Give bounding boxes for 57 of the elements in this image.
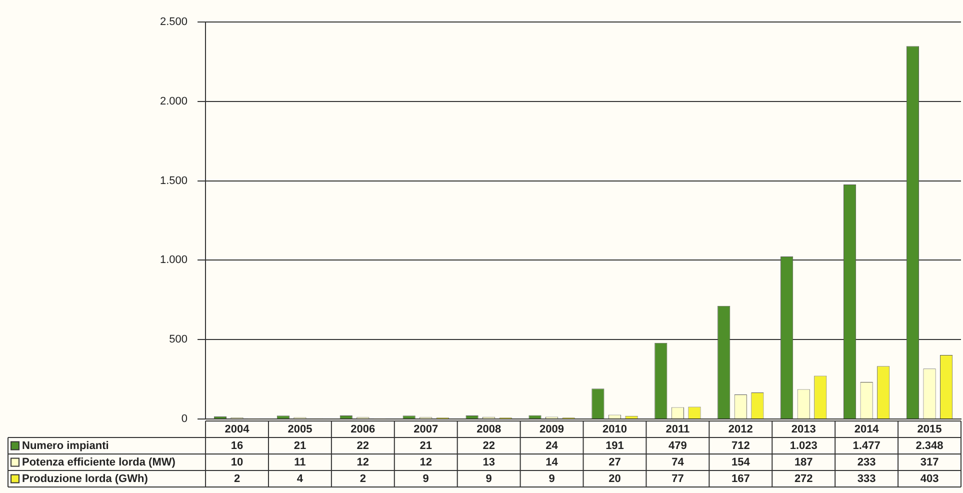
- data-label: 479: [668, 440, 687, 452]
- data-label: 24: [546, 440, 559, 452]
- data-label: 77: [672, 472, 684, 485]
- data-label: 272: [794, 472, 813, 485]
- data-label: 9: [486, 472, 492, 485]
- data-label: 2: [360, 472, 366, 485]
- data-label: 21: [420, 440, 432, 452]
- data-label: 9: [548, 472, 555, 485]
- data-label: 12: [356, 456, 370, 468]
- data-label: 2: [234, 472, 240, 485]
- x-tick-label: 2006: [350, 423, 376, 436]
- data-label: 9: [422, 472, 429, 485]
- data-label: 27: [608, 456, 621, 468]
- data-label: 403: [920, 472, 939, 485]
- data-label: 12: [420, 456, 432, 468]
- data-label: 167: [731, 472, 750, 485]
- legend-label: Numero impianti: [22, 440, 109, 452]
- x-tick-label: 2011: [666, 423, 690, 436]
- data-label: 191: [606, 440, 624, 452]
- y-tick-label: 1.000: [160, 254, 188, 266]
- data-label: 21: [294, 440, 306, 452]
- x-tick-label: 2008: [476, 423, 502, 436]
- y-tick-label: 2.500: [160, 16, 188, 28]
- data-label: 13: [482, 456, 495, 468]
- y-tick-label: 2.000: [160, 95, 188, 108]
- data-label: 22: [482, 440, 495, 452]
- y-tick-label: 500: [169, 334, 188, 346]
- y-tick-label: 0: [181, 413, 188, 426]
- x-tick-label: 2005: [288, 423, 312, 436]
- data-label: 16: [230, 440, 244, 452]
- x-tick-label: 2012: [728, 423, 753, 436]
- legend-label: Potenza efficiente lorda (MW): [22, 456, 176, 468]
- data-label: 10: [230, 456, 244, 468]
- x-tick-label: 2010: [602, 423, 627, 436]
- data-label: 1.023: [790, 440, 818, 452]
- data-label: 154: [731, 456, 751, 468]
- x-tick-label: 2013: [791, 423, 816, 436]
- data-label: 187: [794, 456, 813, 468]
- data-label: 2.348: [916, 440, 944, 452]
- x-tick-label: 2004: [224, 423, 250, 436]
- x-tick-label: 2009: [540, 423, 564, 436]
- data-label: 333: [857, 472, 876, 485]
- x-tick-label: 2014: [854, 423, 880, 436]
- legend-label: Produzione lorda (GWh): [22, 472, 148, 485]
- data-label: 22: [356, 440, 370, 452]
- data-label: 317: [920, 456, 939, 468]
- data-label: 14: [546, 456, 559, 468]
- y-tick-label: 1.500: [160, 174, 188, 187]
- data-label: 4: [296, 472, 304, 485]
- data-label: 11: [294, 456, 306, 468]
- data-label: 1.477: [852, 440, 880, 452]
- data-label: 712: [731, 440, 750, 452]
- x-tick-label: 2015: [917, 423, 942, 436]
- data-label: 233: [857, 456, 876, 468]
- data-label: 74: [672, 456, 685, 468]
- data-label: 20: [608, 472, 621, 485]
- x-tick-label: 2007: [414, 423, 438, 436]
